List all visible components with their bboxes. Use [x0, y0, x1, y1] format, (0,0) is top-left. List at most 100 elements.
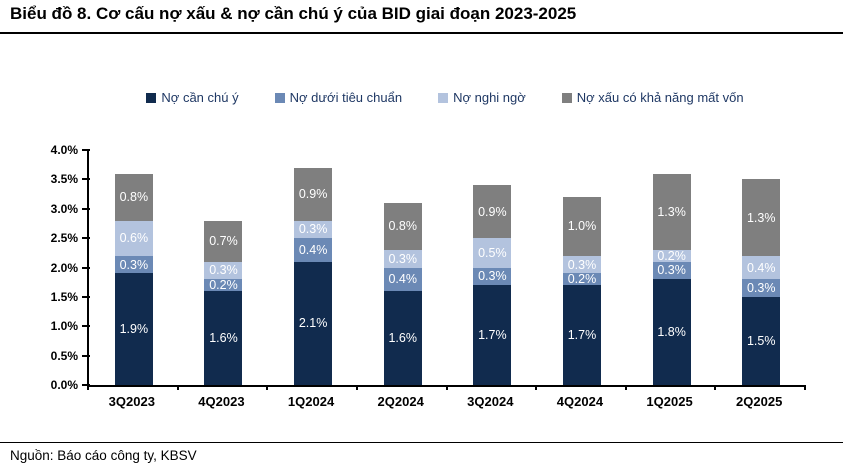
- bar-value-label: 1.3%: [657, 204, 686, 219]
- x-axis-labels: 3Q2023 4Q2023 1Q2024 2Q2024 3Q2024 4Q2024 1Q20…: [87, 394, 804, 409]
- x-tick-label: 2Q2024: [377, 394, 424, 409]
- y-tick-label: 3.5%: [50, 172, 78, 187]
- y-tick-label: 2.5%: [50, 231, 78, 246]
- x-tick-label: 1Q2025: [646, 394, 693, 409]
- x-tick-mark: [624, 385, 627, 390]
- bar-value-label: 0.8%: [119, 189, 149, 204]
- x-tick-mark: [355, 385, 358, 390]
- bar-value-label: 0.3%: [298, 222, 328, 237]
- bar-segment: 1.3%: [652, 173, 691, 250]
- bar-segment: 1.6%: [383, 291, 422, 385]
- bar-value-label: 1.9%: [119, 321, 149, 336]
- bar-value-label: 0.4%: [746, 260, 776, 275]
- bar-segment: 0.3%: [562, 255, 601, 274]
- bar-value-label: 1.7%: [567, 327, 597, 342]
- bar-value-label: 0.9%: [478, 204, 507, 219]
- bar-segment: 0.2%: [204, 279, 243, 291]
- legend-item-3: Nợ xấu có khả năng mất vốn: [561, 90, 744, 105]
- y-tick-mark: [82, 325, 90, 328]
- bar-segment: 0.4%: [742, 255, 781, 280]
- y-tick-label: 0.5%: [50, 348, 78, 363]
- bar-group-2Q2025: 1.5% 0.3% 0.4% 1.3%: [716, 150, 806, 385]
- bar-value-label: 2.1%: [298, 316, 328, 331]
- bar-value-label: 1.3%: [746, 210, 776, 225]
- x-tick-label: 4Q2024: [556, 394, 604, 409]
- bar-value-label: 0.5%: [478, 245, 507, 260]
- bar-value-label: 0.3%: [388, 251, 417, 266]
- y-tick-mark: [82, 149, 90, 151]
- y-tick-label: 3.0%: [50, 201, 78, 216]
- legend-item-2: Nợ nghi ngờ: [438, 90, 526, 105]
- bar-segment: 0.5%: [473, 238, 512, 268]
- y-tick-label: 0.0%: [50, 378, 78, 392]
- stacked-bar-3Q2023: 1.9% 0.3% 0.6% 0.8%: [114, 173, 153, 385]
- bar-value-label: 1.6%: [388, 330, 417, 345]
- x-tick-mark: [176, 385, 179, 390]
- bar-group-4Q2023: 1.6% 0.2% 0.3% 0.7%: [179, 150, 269, 385]
- bar-segment: 1.7%: [562, 285, 601, 385]
- bar-value-label: 0.3%: [209, 263, 238, 278]
- bar-segment: 0.8%: [114, 173, 153, 221]
- legend-swatch-icon: [438, 92, 449, 103]
- x-tick-mark: [535, 385, 538, 390]
- x-tick-label: 4Q2023: [198, 394, 245, 409]
- stacked-bar-4Q2023: 1.6% 0.2% 0.3% 0.7%: [204, 220, 243, 385]
- bar-value-label: 0.3%: [657, 263, 686, 278]
- footer-divider: [0, 442, 843, 443]
- bar-segment: 0.3%: [742, 279, 781, 297]
- bar-group-3Q2024: 1.7% 0.3% 0.5% 0.9%: [448, 150, 538, 385]
- legend-label: Nợ nghi ngờ: [453, 90, 526, 105]
- bar-value-label: 0.3%: [567, 257, 597, 272]
- x-tick-label: 2Q2025: [736, 394, 783, 409]
- bar-segment: 0.4%: [294, 238, 333, 262]
- x-tick-label: 3Q2024: [467, 394, 514, 409]
- bar-segment: 0.6%: [114, 220, 153, 256]
- y-tick-mark: [82, 266, 90, 269]
- stacked-bar-1Q2024: 2.1% 0.4% 0.3% 0.9%: [294, 167, 333, 385]
- bar-value-label: 0.6%: [119, 230, 149, 245]
- bar-segment: 0.3%: [652, 261, 691, 280]
- bar-segment: 1.5%: [742, 296, 781, 385]
- bar-group-2Q2024: 1.6% 0.4% 0.3% 0.8%: [358, 150, 448, 385]
- bar-segment: 0.9%: [473, 185, 512, 239]
- bar-group-3Q2023: 1.9% 0.3% 0.6% 0.8%: [89, 150, 179, 385]
- bar-value-label: 1.5%: [746, 333, 776, 348]
- y-tick-label: 4.0%: [50, 143, 78, 157]
- bar-segment: 1.9%: [114, 273, 153, 385]
- stacked-bar-2Q2025: 1.5% 0.3% 0.4% 1.3%: [742, 179, 781, 385]
- bar-segment: 1.8%: [652, 279, 691, 385]
- x-tick-label: 1Q2024: [287, 394, 335, 409]
- x-tick-mark: [266, 385, 269, 390]
- bar-value-label: 1.7%: [478, 327, 507, 342]
- bar-segment: 0.2%: [652, 249, 691, 262]
- bar-segment: 1.7%: [473, 285, 512, 385]
- bar-segment: 0.3%: [383, 249, 422, 268]
- source-text: Nguồn: Báo cáo công ty, KBSV: [10, 448, 197, 463]
- legend-swatch-icon: [146, 92, 157, 103]
- x-tick-label: 3Q2023: [108, 394, 155, 409]
- bar-segment: 1.0%: [562, 197, 601, 256]
- x-tick-mark: [714, 385, 717, 390]
- stacked-bar-1Q2025: 1.8% 0.3% 0.2% 1.3%: [652, 173, 691, 385]
- legend-label: Nợ dưới tiêu chuẩn: [289, 90, 403, 105]
- bar-segment: 0.8%: [383, 202, 422, 250]
- stacked-bar-2Q2024: 1.6% 0.4% 0.3% 0.8%: [383, 202, 422, 385]
- y-tick-label: 1.0%: [50, 319, 78, 334]
- bar-group-1Q2024: 2.1% 0.4% 0.3% 0.9%: [268, 150, 358, 385]
- y-tick-mark: [82, 237, 90, 240]
- bar-segment: 0.2%: [562, 273, 601, 286]
- bar-group-1Q2025: 1.8% 0.3% 0.2% 1.3%: [627, 150, 717, 385]
- bar-segment: 0.4%: [383, 267, 422, 291]
- x-tick-mark: [445, 385, 448, 390]
- bar-value-label: 0.3%: [478, 269, 507, 284]
- bar-segment: 0.3%: [294, 220, 333, 239]
- chart-legend: Nợ cần chú ý Nợ dưới tiêu chuẩn Nợ nghi ng…: [85, 90, 805, 105]
- bar-segment: 2.1%: [294, 261, 333, 385]
- bar-value-label: 0.4%: [298, 242, 328, 257]
- bar-segment: 0.3%: [114, 255, 153, 274]
- x-tick-mark: [804, 385, 806, 390]
- legend-item-0: Nợ cần chú ý: [146, 90, 239, 105]
- y-tick-mark: [82, 178, 90, 181]
- legend-swatch-icon: [274, 92, 285, 103]
